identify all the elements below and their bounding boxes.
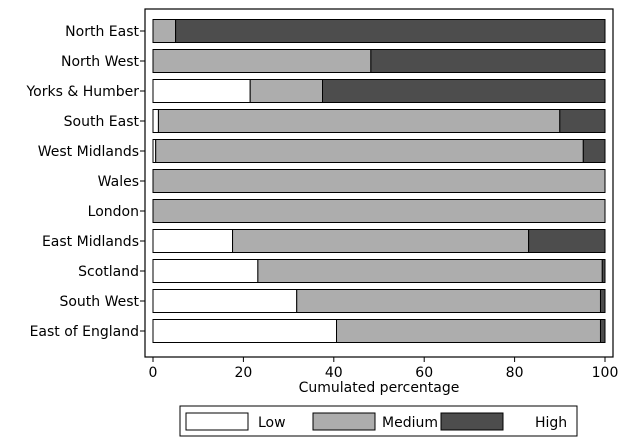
- category-label: North East: [65, 24, 139, 40]
- bar-segment-medium: [296, 289, 601, 313]
- legend: Low Medium High: [179, 405, 578, 437]
- x-tick-label: 0: [149, 365, 158, 381]
- category-label: London: [88, 204, 139, 220]
- bar-segment-high: [559, 109, 606, 133]
- category-label: Scotland: [78, 264, 139, 280]
- x-axis-label: Cumulated percentage: [299, 380, 460, 396]
- legend-label-medium: Medium: [382, 415, 438, 431]
- category-labels: North East North West Yorks & Humber South …: [25, 24, 145, 340]
- bar-segment-low: [152, 289, 298, 313]
- bar-segment-high: [322, 79, 606, 103]
- bar-segment-high: [599, 289, 606, 313]
- bar-segment-medium: [152, 19, 177, 43]
- bar-segment-medium: [249, 79, 323, 103]
- bar-segment-medium: [232, 229, 530, 253]
- bar-segment-low: [152, 79, 251, 103]
- bar-segment-medium: [257, 259, 603, 283]
- category-label: East Midlands: [42, 234, 139, 250]
- bar-segment-low: [152, 259, 259, 283]
- bar-segment-medium: [155, 139, 584, 163]
- x-tick-label: 40: [325, 365, 343, 381]
- bar-segment-high: [528, 229, 606, 253]
- legend-swatch-low: [185, 412, 249, 431]
- category-label: Wales: [98, 174, 139, 190]
- bar-segment-low: [152, 319, 338, 343]
- legend-label-low: Low: [258, 415, 286, 431]
- x-tick-label: 60: [415, 365, 433, 381]
- bar-segment-medium: [336, 319, 601, 343]
- x-tick-label: 100: [592, 365, 619, 381]
- bar-segment-medium: [152, 199, 606, 223]
- bars-group: [152, 19, 606, 343]
- category-label: North West: [61, 54, 140, 70]
- bar-segment-medium: [152, 49, 372, 73]
- bar-segment-low: [152, 109, 159, 133]
- legend-swatch-high: [440, 412, 504, 431]
- x-axis: 0 20 40 60 80 100: [149, 357, 619, 381]
- legend-swatch-medium: [312, 412, 376, 431]
- bar-segment-high: [601, 259, 606, 283]
- bar-segment-low: [152, 229, 234, 253]
- bar-segment-high: [599, 319, 606, 343]
- bar-segment-medium: [157, 109, 561, 133]
- bar-segment-high: [370, 49, 606, 73]
- bar-segment-high: [175, 19, 606, 43]
- category-label: East of England: [30, 324, 139, 340]
- category-label: South East: [64, 114, 140, 130]
- category-label: Yorks & Humber: [25, 84, 139, 100]
- legend-label-high: High: [535, 415, 567, 431]
- category-label: South West: [59, 294, 139, 310]
- category-label: West Midlands: [38, 144, 139, 160]
- x-tick-label: 80: [506, 365, 524, 381]
- bar-segment-medium: [152, 169, 606, 193]
- bar-segment-high: [582, 139, 606, 163]
- x-tick-label: 20: [234, 365, 252, 381]
